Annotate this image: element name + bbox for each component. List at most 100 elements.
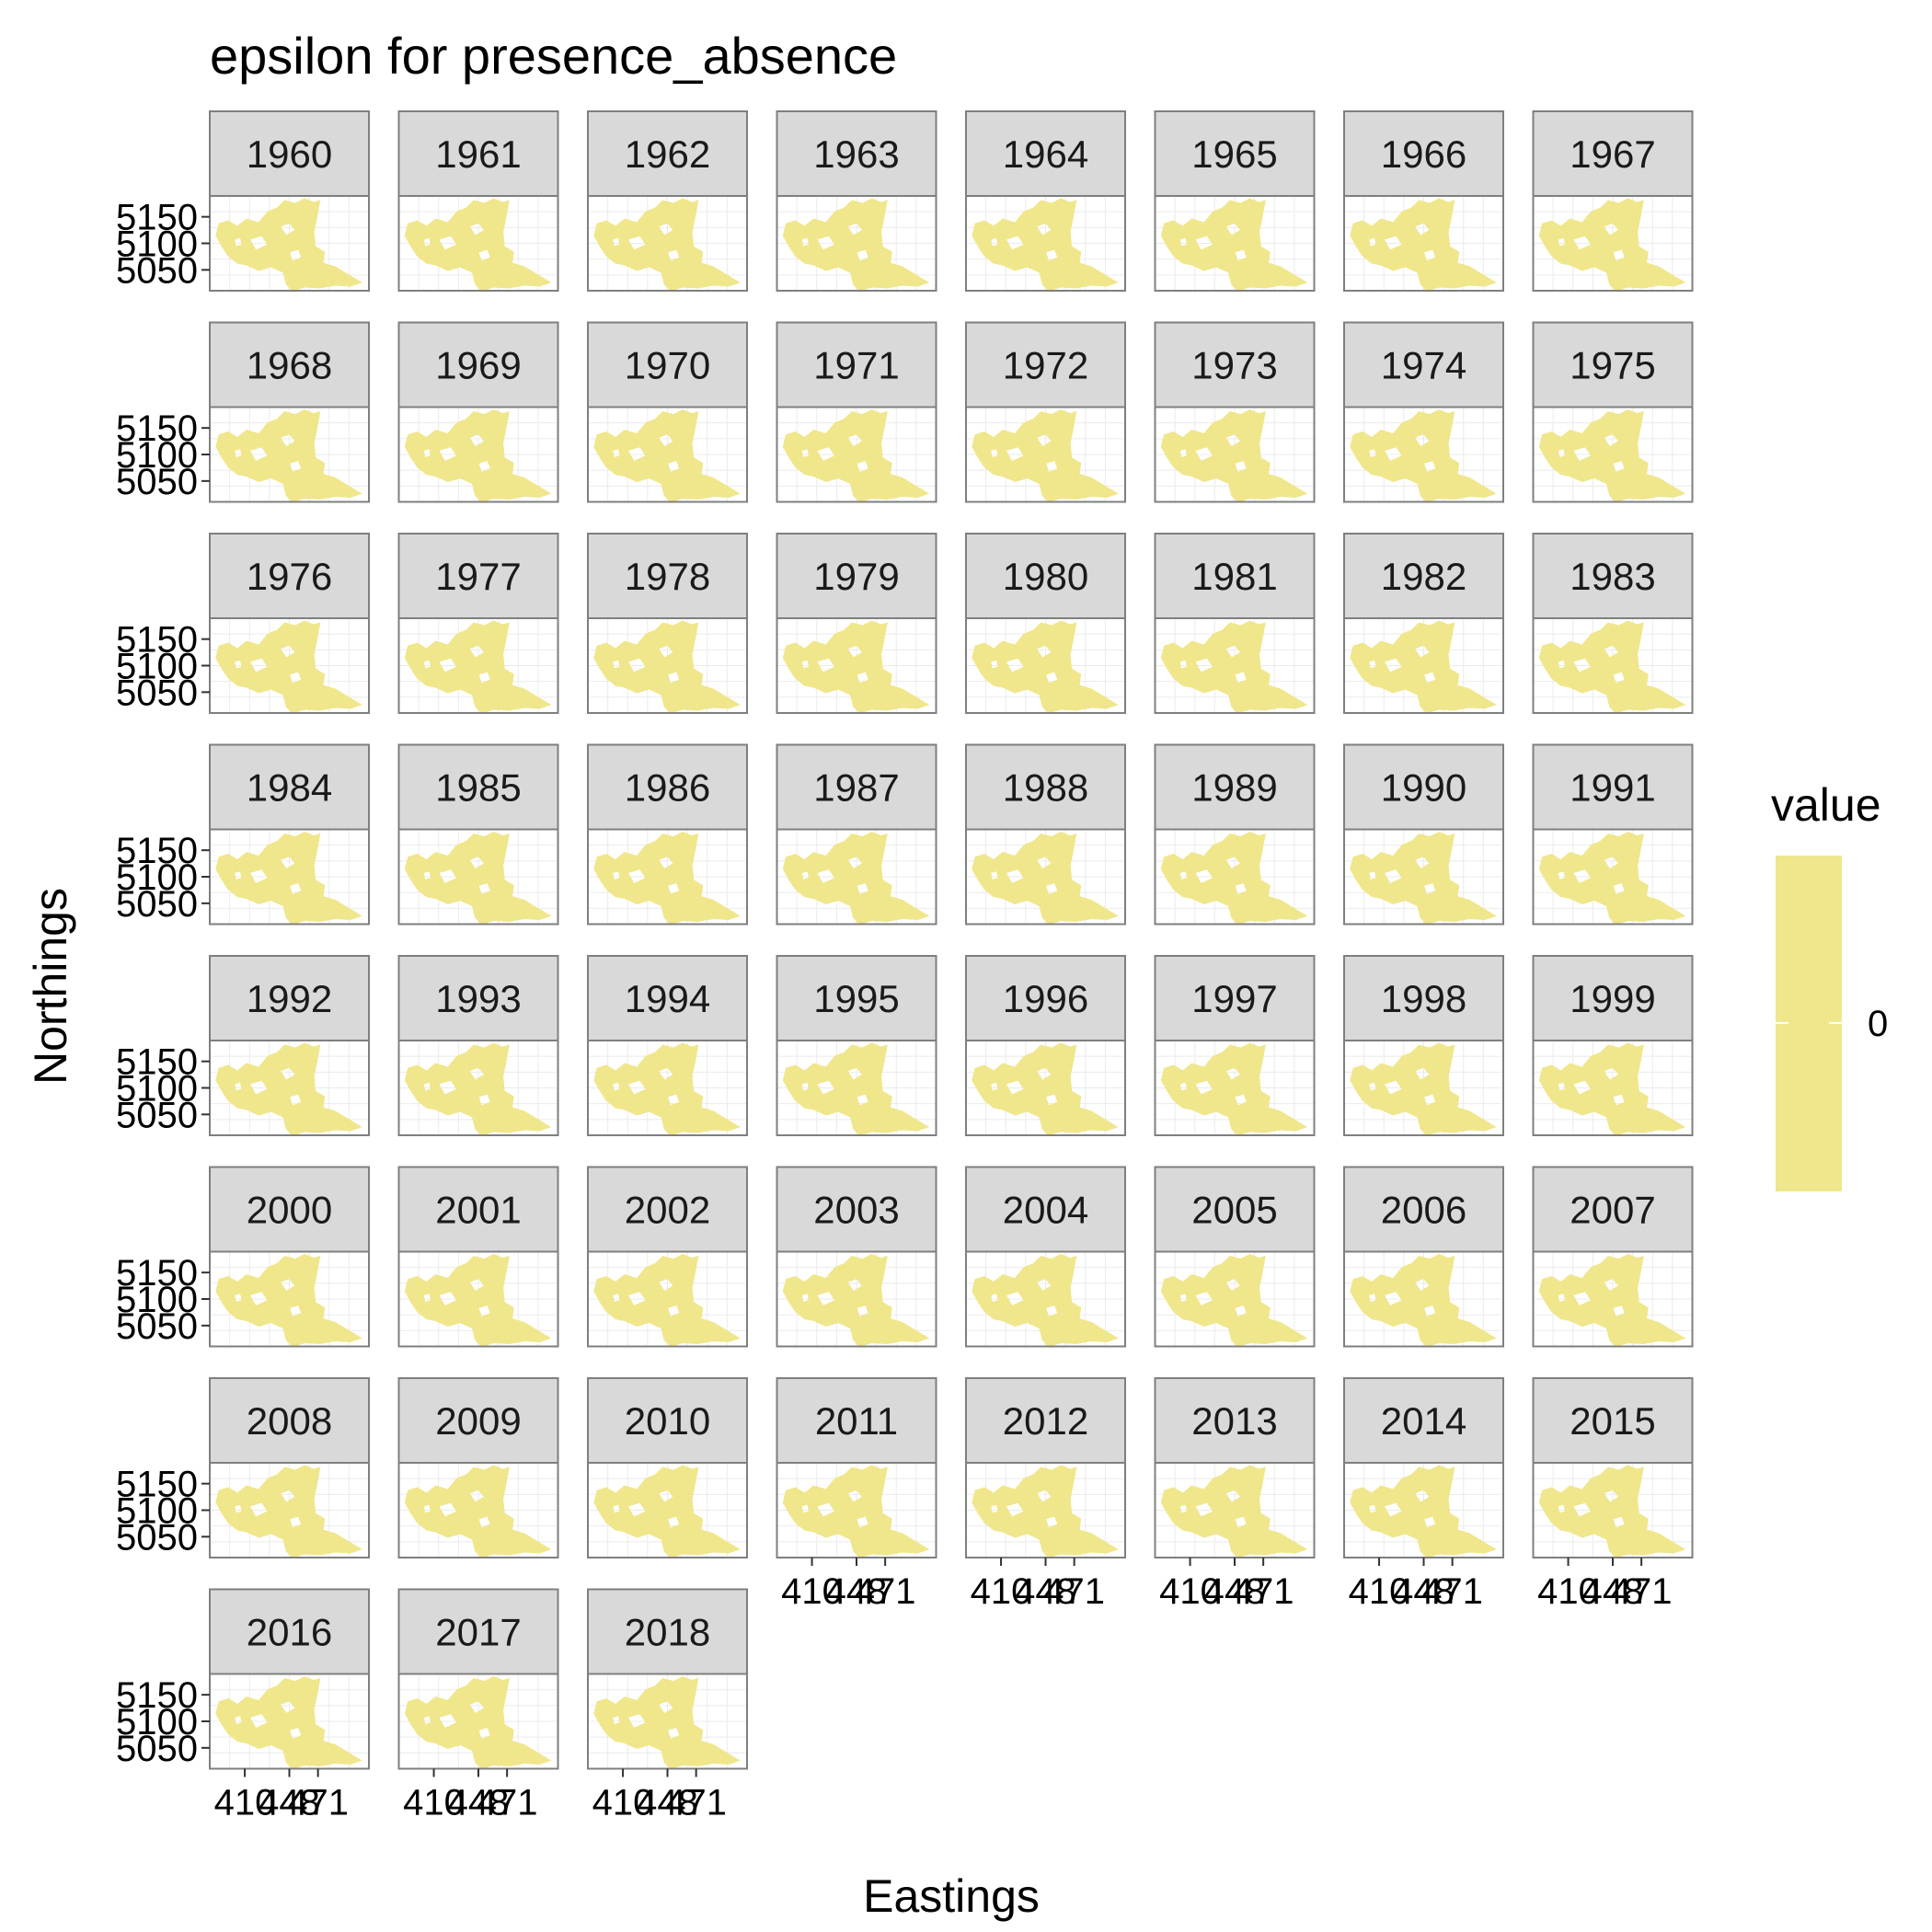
map-region xyxy=(782,1042,930,1136)
map-region xyxy=(1160,620,1308,714)
facet-strip xyxy=(209,1588,370,1675)
facet-label: 1989 xyxy=(1191,766,1277,810)
facet-label: 1988 xyxy=(1003,766,1088,810)
facet-label: 2000 xyxy=(247,1189,332,1232)
facet-label: 1995 xyxy=(813,977,899,1020)
x-tick-label: 471 xyxy=(855,1571,916,1612)
map-region xyxy=(593,832,741,926)
map-region xyxy=(782,1465,930,1558)
facet-label: 1972 xyxy=(1003,344,1088,387)
facet-border xyxy=(1532,828,1694,926)
map-region xyxy=(972,1254,1119,1348)
map-region xyxy=(215,1042,362,1136)
facet-border xyxy=(776,406,937,503)
facet-label: 2012 xyxy=(1003,1399,1088,1443)
map-region xyxy=(1538,620,1686,714)
facet-border xyxy=(1343,1250,1504,1348)
legend: value 0 xyxy=(1771,779,1888,1191)
y-tick-label: 5100 xyxy=(116,435,198,476)
facet-border xyxy=(1532,406,1694,503)
facet-strip xyxy=(776,743,937,831)
x-tick-label: 471 xyxy=(1611,1571,1673,1612)
facet-strip xyxy=(587,1166,748,1253)
y-tick-label: 5100 xyxy=(116,1069,198,1110)
facet-label: 1974 xyxy=(1381,344,1466,387)
facet-border xyxy=(397,195,559,292)
facet-strip xyxy=(587,533,748,619)
facet-label: 2002 xyxy=(625,1189,710,1232)
x-tick-label: 410 xyxy=(1159,1571,1221,1612)
facet-border xyxy=(397,1040,559,1136)
x-tick-label: 410 xyxy=(1349,1571,1410,1612)
map-region xyxy=(782,620,930,714)
facet-strip xyxy=(209,533,370,619)
facet-label: 2011 xyxy=(815,1399,898,1443)
facet-border xyxy=(1154,195,1316,292)
facet-strip xyxy=(965,533,1126,619)
x-tick-label: 448 xyxy=(1015,1571,1076,1612)
y-tick-label: 5050 xyxy=(116,884,198,925)
facet-strip xyxy=(1343,955,1504,1041)
map-region xyxy=(404,1465,552,1558)
facet-border xyxy=(776,1250,937,1348)
y-tick-label: 5100 xyxy=(116,1280,198,1320)
map-region xyxy=(1538,1254,1686,1348)
facet-border xyxy=(776,1040,937,1136)
facet-border xyxy=(965,195,1126,292)
x-tick-label: 448 xyxy=(826,1571,888,1612)
facet-border xyxy=(587,1250,748,1348)
facet-label: 1980 xyxy=(1003,555,1088,598)
facet-label: 1994 xyxy=(625,977,710,1020)
facet-label: 1970 xyxy=(625,344,710,387)
x-tick-label: 410 xyxy=(592,1783,654,1823)
facet-border xyxy=(587,1040,748,1136)
x-tick-label: 410 xyxy=(214,1783,276,1823)
map-region xyxy=(1160,832,1308,926)
facet-label: 1969 xyxy=(435,344,521,387)
map-region xyxy=(215,198,362,292)
y-tick-label: 5050 xyxy=(116,1517,198,1558)
map-region xyxy=(1350,1465,1497,1558)
facet-strip xyxy=(776,533,937,619)
map-region xyxy=(1538,198,1686,292)
facet-label: 2018 xyxy=(625,1611,710,1654)
x-tick-label: 410 xyxy=(781,1571,843,1612)
facet-strip xyxy=(397,1377,559,1464)
facet-label: 2009 xyxy=(435,1399,521,1443)
facet-strip xyxy=(587,1588,748,1675)
facet-border xyxy=(1532,1250,1694,1348)
map-region xyxy=(1350,198,1497,292)
map-region xyxy=(215,832,362,926)
facet-border xyxy=(587,1462,748,1558)
y-tick-label: 5150 xyxy=(116,198,198,238)
facet-label: 1967 xyxy=(1570,132,1655,176)
facet-strip xyxy=(965,1377,1126,1464)
map-region xyxy=(1350,832,1497,926)
map-region xyxy=(1538,1465,1686,1558)
facet-strip xyxy=(397,321,559,408)
x-tick-label: 410 xyxy=(403,1783,465,1823)
facet-label: 2015 xyxy=(1570,1399,1655,1443)
y-tick-label: 5100 xyxy=(116,1491,198,1532)
facet-border xyxy=(776,617,937,714)
x-tick-label: 410 xyxy=(971,1571,1032,1612)
facet-strip xyxy=(776,1166,937,1253)
facet-label: 1964 xyxy=(1003,132,1088,176)
map-region xyxy=(972,1042,1119,1136)
facet-border xyxy=(1532,617,1694,714)
facet-label: 1981 xyxy=(1191,555,1277,598)
facet-label: 1961 xyxy=(435,132,521,176)
facet-strip xyxy=(1532,321,1694,408)
facet-border xyxy=(397,406,559,503)
x-tick-label: 471 xyxy=(1421,1571,1483,1612)
y-axis-label: Northings xyxy=(25,888,76,1085)
facet-strip xyxy=(965,743,1126,831)
facet-label: 1963 xyxy=(813,132,899,176)
facet-strip xyxy=(1532,1377,1694,1464)
facet-strip xyxy=(965,110,1126,197)
facet-label: 1976 xyxy=(247,555,332,598)
facet-strip xyxy=(1532,1166,1694,1253)
facet-label: 1966 xyxy=(1381,132,1466,176)
facet-strip xyxy=(587,321,748,408)
y-tick-label: 5150 xyxy=(116,1253,198,1294)
